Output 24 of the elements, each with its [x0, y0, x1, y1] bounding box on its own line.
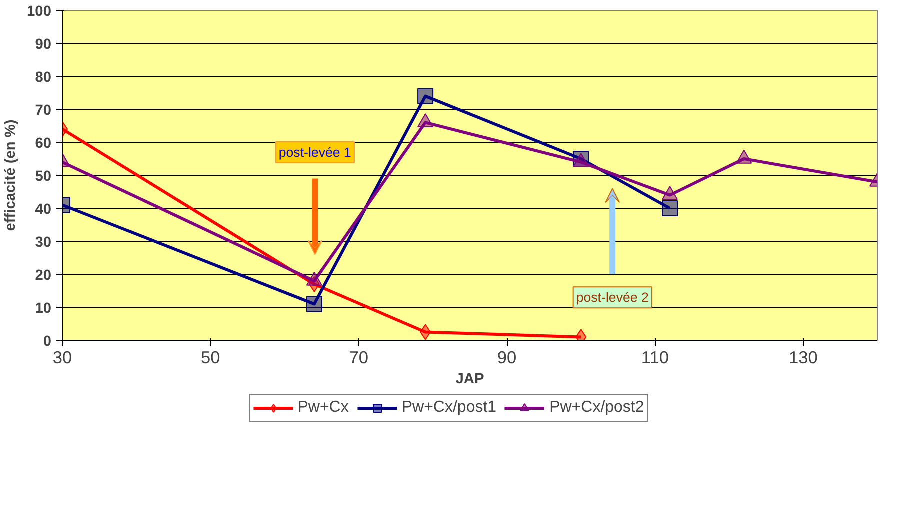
annotation: post-levée 1 — [278, 144, 352, 160]
legend-label: Pw+Cx/post1 — [402, 399, 497, 417]
y-tick-label: 0 — [43, 334, 52, 350]
x-tick-label: 30 — [52, 348, 72, 368]
y-tick-label: 60 — [35, 136, 52, 152]
y-tick-label: 40 — [35, 202, 52, 218]
y-tick-label: 90 — [35, 37, 52, 53]
x-tick-label: 130 — [788, 348, 818, 368]
y-axis-title: efficacité (en %) — [3, 120, 20, 232]
x-tick-label: 70 — [349, 348, 369, 368]
y-tick-label: 70 — [35, 103, 52, 119]
y-tick-label: 100 — [27, 4, 52, 20]
y-tick-label: 20 — [35, 268, 52, 284]
annotation: post-levée 2 — [576, 290, 649, 306]
x-axis-title: JAP — [456, 372, 484, 388]
legend-label: Pw+Cx — [298, 399, 349, 417]
y-tick-label: 80 — [35, 70, 52, 86]
y-tick-label: 50 — [35, 169, 52, 185]
x-tick-label: 90 — [497, 348, 517, 368]
x-tick-label: 110 — [641, 348, 670, 368]
legend-label: Pw+Cx/post2 — [550, 399, 644, 417]
x-tick-label: 50 — [201, 348, 220, 368]
y-tick-label: 10 — [35, 301, 52, 317]
y-tick-label: 30 — [35, 235, 52, 251]
